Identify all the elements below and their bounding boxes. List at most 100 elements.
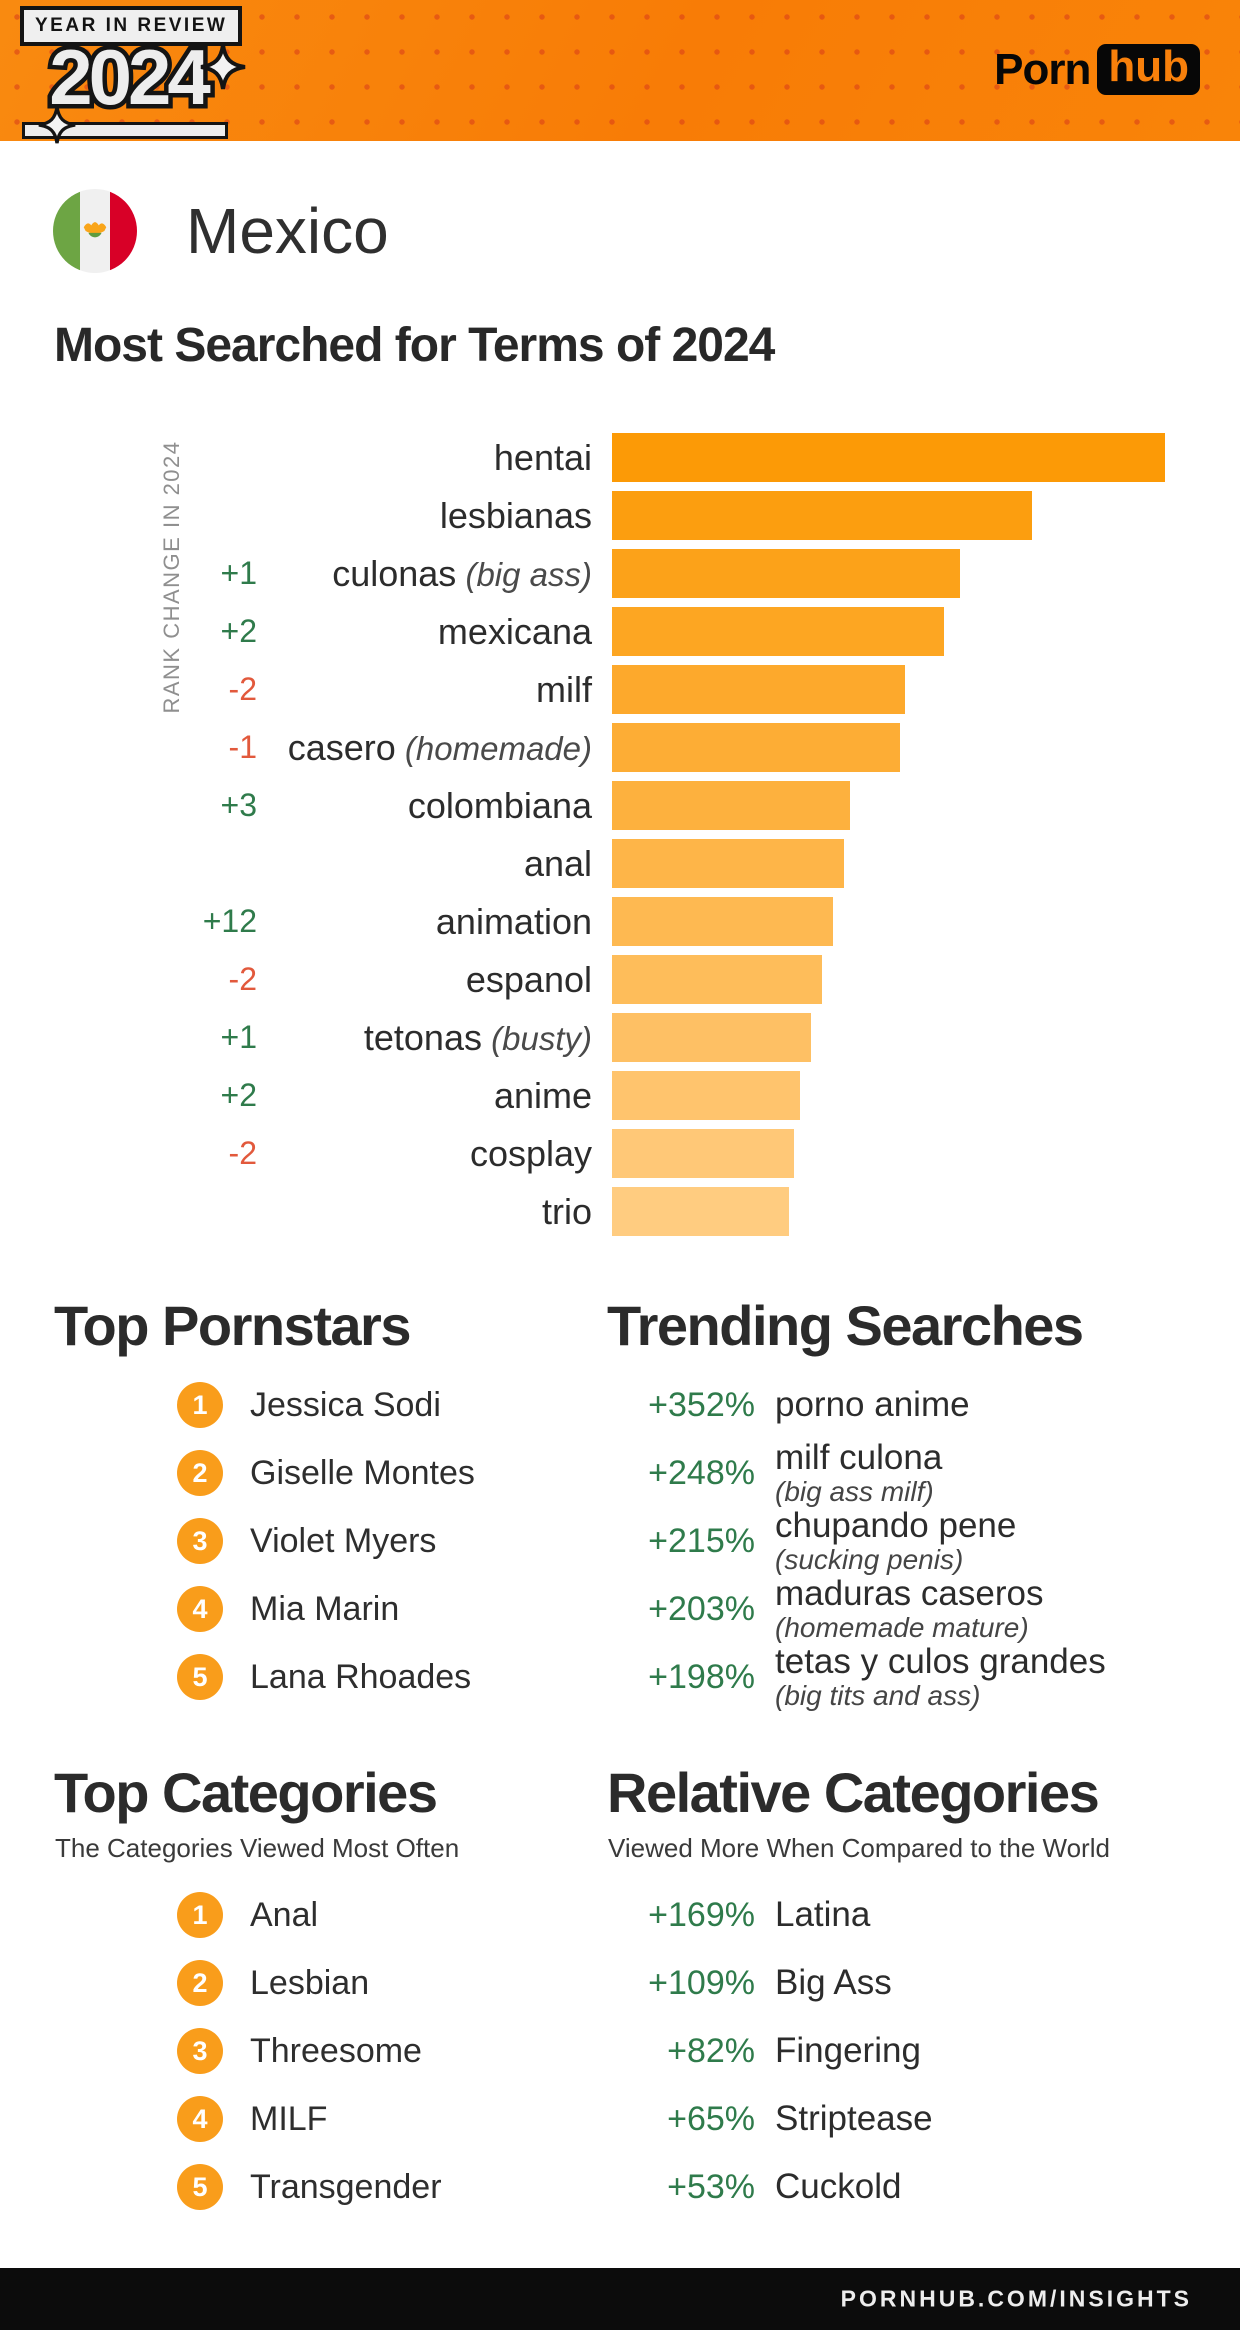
- bar: [612, 491, 1033, 540]
- term-label: espanol: [465, 958, 592, 1000]
- bar: [612, 897, 834, 946]
- term-label: milf: [536, 668, 592, 710]
- relative-percent: +169%: [648, 1895, 755, 1934]
- relative-row: +53% Cuckold: [607, 2164, 1240, 2210]
- chart-row: -1 casero (homemade): [0, 723, 1240, 772]
- term-label: animation: [435, 900, 592, 942]
- pornhub-logo-hub: hub: [1097, 44, 1200, 95]
- trend-term: milf culona: [775, 1437, 943, 1477]
- chart-row: +1 culonas (big ass): [0, 549, 1240, 598]
- pornhub-logo: Porn hub: [994, 44, 1200, 95]
- trend-term-block: maduras caseros (homemade mature): [775, 1573, 1044, 1643]
- relative-term: Fingering: [775, 2030, 921, 2070]
- term-translation: (big ass): [456, 555, 592, 593]
- bar: [612, 955, 823, 1004]
- trend-translation: (homemade mature): [775, 1611, 1029, 1643]
- trend-translation: (big ass milf): [775, 1475, 934, 1507]
- trend-term-block: porno anime: [775, 1384, 970, 1424]
- trending-row: +352% porno anime: [607, 1382, 1240, 1428]
- rank-number-circle: 2: [177, 1960, 223, 2006]
- relative-row: +169% Latina: [607, 1892, 1240, 1938]
- bar: [612, 665, 906, 714]
- rank-change: +1: [220, 555, 257, 591]
- bar: [612, 781, 850, 830]
- flag-emblem-icon: [83, 222, 107, 238]
- relative-row: +65% Striptease: [607, 2096, 1240, 2142]
- trend-percent: +215%: [648, 1521, 755, 1560]
- relative-term-block: Fingering: [775, 2030, 921, 2070]
- chart-row: anal: [0, 839, 1240, 888]
- list-item: 4 Mia Marin: [177, 1586, 475, 1632]
- trend-term: maduras caseros: [775, 1573, 1044, 1613]
- list-item: 2 Giselle Montes: [177, 1450, 475, 1496]
- bar: [612, 607, 944, 656]
- section-title-top-pornstars: Top Pornstars: [54, 1294, 411, 1357]
- pornstar-name: Violet Myers: [250, 1521, 437, 1560]
- pornstar-name: Giselle Montes: [250, 1453, 475, 1492]
- sparkle-icon: [200, 44, 246, 90]
- chart-row: +1 tetonas (busty): [0, 1013, 1240, 1062]
- rank-change: +2: [220, 1077, 257, 1113]
- term-label: lesbianas: [439, 494, 592, 536]
- trending-row: +203% maduras caseros (homemade mature): [607, 1575, 1240, 1642]
- country-title: Mexico: [186, 195, 389, 267]
- year-2024-wordmark: 2024: [45, 38, 219, 122]
- list-item: 3 Threesome: [177, 2028, 442, 2074]
- rank-change: +12: [202, 903, 257, 939]
- relative-percent: +65%: [667, 2099, 755, 2138]
- trend-term: porno anime: [775, 1384, 970, 1424]
- chart-row: +2 anime: [0, 1071, 1240, 1120]
- chart-row: +2 mexicana: [0, 607, 1240, 656]
- relative-categories-subtitle: Viewed More When Compared to the World: [608, 1833, 1110, 1863]
- top-categories-list: 1 Anal 2 Lesbian 3 Threesome 4 MILF 5 Transgender: [177, 1892, 442, 2232]
- pornstar-name: Jessica Sodi: [250, 1385, 441, 1424]
- bar: [612, 433, 1165, 482]
- list-item: 4 MILF: [177, 2096, 442, 2142]
- relative-term: Cuckold: [775, 2166, 902, 2206]
- chart-row: -2 milf: [0, 665, 1240, 714]
- trend-percent: +352%: [648, 1385, 755, 1424]
- term-label: anime: [493, 1074, 592, 1116]
- rank-change: -2: [228, 961, 257, 997]
- rank-number-circle: 5: [177, 1654, 223, 1700]
- relative-row: +109% Big Ass: [607, 1960, 1240, 2006]
- list-item: 2 Lesbian: [177, 1960, 442, 2006]
- chart-row: +3 colombiana: [0, 781, 1240, 830]
- category-name: Lesbian: [250, 1963, 370, 2002]
- trend-term-block: milf culona (big ass milf): [775, 1437, 943, 1507]
- sparkle-icon: [38, 106, 76, 144]
- section-title-trending-searches: Trending Searches: [607, 1294, 1084, 1357]
- category-name: Threesome: [250, 2031, 422, 2070]
- bar: [612, 839, 845, 888]
- rank-number-circle: 1: [177, 1382, 223, 1428]
- bar: [612, 1071, 801, 1120]
- rank-change: +1: [220, 1019, 257, 1055]
- category-name: Transgender: [250, 2167, 442, 2206]
- bar: [612, 723, 900, 772]
- term-label: anal: [523, 842, 592, 884]
- rank-number-circle: 1: [177, 1892, 223, 1938]
- relative-percent: +109%: [648, 1963, 755, 2002]
- bar: [612, 549, 961, 598]
- bar: [612, 1013, 812, 1062]
- trending-searches-list: +352% porno anime +248% milf culona (big ass…: [607, 1382, 1240, 1722]
- relative-term: Big Ass: [775, 1962, 892, 2002]
- list-item: 5 Transgender: [177, 2164, 442, 2210]
- rank-number-circle: 4: [177, 1586, 223, 1632]
- term-label: culonas (big ass): [332, 552, 592, 594]
- chart-row: hentai: [0, 433, 1240, 482]
- chart-row: lesbianas: [0, 491, 1240, 540]
- trend-term-block: chupando pene (sucking penis): [775, 1507, 1016, 1574]
- trending-row: +248% milf culona (big ass milf): [607, 1439, 1240, 1506]
- term-translation: (busty): [481, 1019, 592, 1057]
- mexico-flag-icon: [53, 189, 137, 273]
- page-title: Most Searched for Terms of 2024: [54, 319, 775, 372]
- relative-categories-list: +169% Latina +109% Big Ass +82% Fingering +65%…: [607, 1892, 1240, 2232]
- rank-number-circle: 4: [177, 2096, 223, 2142]
- rank-number-circle: 3: [177, 1518, 223, 1564]
- term-label: cosplay: [469, 1132, 592, 1174]
- year-in-review-logo: YEAR IN REVIEW 2024: [20, 6, 250, 144]
- chart-row: -2 cosplay: [0, 1129, 1240, 1178]
- term-label: colombiana: [407, 784, 592, 826]
- pornhub-logo-porn: Porn: [994, 44, 1091, 94]
